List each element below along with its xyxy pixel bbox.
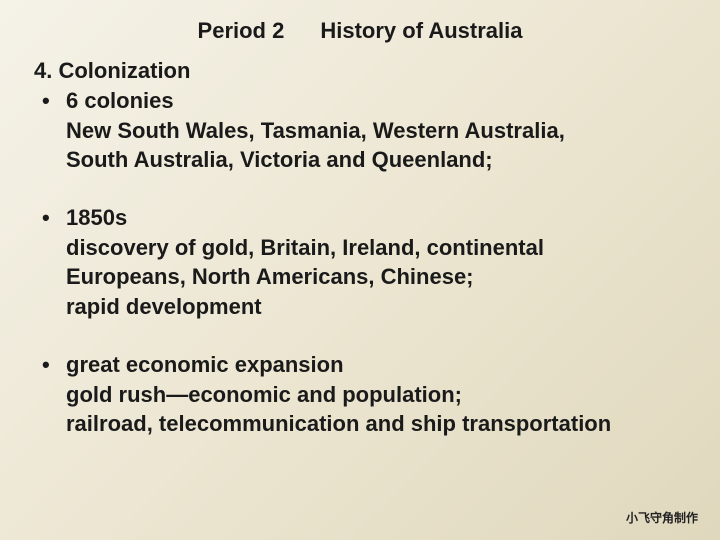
bullet-line: gold rush—economic and population; <box>40 380 680 410</box>
bullet-line: rapid development <box>40 292 680 322</box>
header-title: History of Australia <box>320 18 522 43</box>
bullet-line: New South Wales, Tasmania, Western Austr… <box>40 116 680 146</box>
bullet-dot-icon: • <box>40 86 66 116</box>
bullet-block-0: • 6 colonies New South Wales, Tasmania, … <box>40 86 680 175</box>
bullet-line: discovery of gold, Britain, Ireland, con… <box>40 233 680 263</box>
bullet-lead: • 6 colonies <box>40 86 680 116</box>
section-title: 4. Colonization <box>34 58 680 84</box>
bullet-lead: • great economic expansion <box>40 350 680 380</box>
slide: Period 2 History of Australia 4. Coloniza… <box>0 0 720 540</box>
bullet-lead-text: 6 colonies <box>66 86 680 116</box>
bullet-line: Europeans, North Americans, Chinese; <box>40 262 680 292</box>
bullet-block-1: • 1850s discovery of gold, Britain, Irel… <box>40 203 680 322</box>
bullet-lead-text: great economic expansion <box>66 350 680 380</box>
header-period: Period 2 <box>198 18 285 43</box>
bullet-line: railroad, telecommunication and ship tra… <box>40 409 680 439</box>
bullet-lead: • 1850s <box>40 203 680 233</box>
footer-credit: 小飞守角制作 <box>626 509 698 526</box>
bullet-dot-icon: • <box>40 350 66 380</box>
bullet-dot-icon: • <box>40 203 66 233</box>
bullet-line: South Australia, Victoria and Queenland; <box>40 145 680 175</box>
slide-header: Period 2 History of Australia <box>40 18 680 44</box>
bullet-lead-text: 1850s <box>66 203 680 233</box>
bullet-block-2: • great economic expansion gold rush—eco… <box>40 350 680 439</box>
